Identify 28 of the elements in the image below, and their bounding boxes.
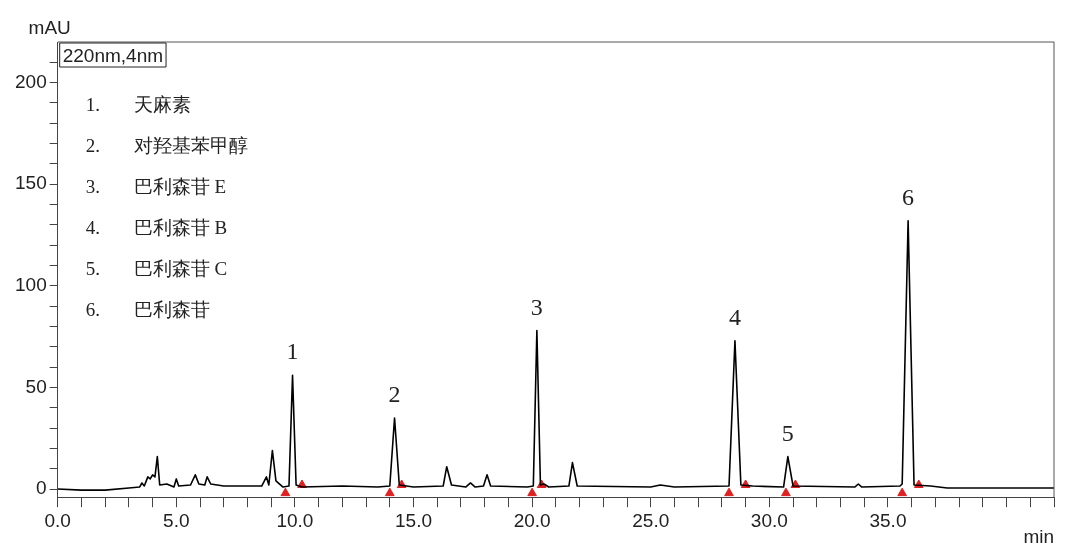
text: 5. 巴利森苷 C [85,258,228,279]
x-tick-label: 30.0 [750,509,788,531]
x-tick-label: 20.0 [513,509,551,531]
x-tick-label: 15.0 [395,509,433,531]
x-tick-label: 25.0 [632,509,670,531]
y-tick-label: 50 [25,375,47,397]
y-axis-title: mAU [28,17,71,38]
y-tick-label: 100 [15,274,47,296]
y-tick-label: 150 [15,172,47,194]
annotation: 5 [781,419,794,446]
annotation: 3 [530,293,543,320]
text: 2. 对羟基苯甲醇 [85,135,248,156]
annotation: 4 [728,303,741,330]
annotation: 220nm,4nm [62,45,164,66]
x-tick-label: 10.0 [276,509,314,531]
annotation: 2 [388,380,401,407]
text: 1. 天麻素 [85,94,191,115]
x-tick-label: 0.0 [44,509,71,531]
text: 3. 巴利森苷 E [85,176,227,197]
x-tick-label: 35.0 [869,509,907,531]
text: 6. 巴利森苷 [85,299,210,320]
text: 4. 巴利森苷 B [85,217,228,238]
x-axis-title: min [1023,526,1054,548]
x-tick-label: 5.0 [163,509,190,531]
y-tick-label: 0 [36,477,47,499]
annotation: 6 [902,183,915,210]
annotation: 1 [286,338,299,365]
y-tick-label: 200 [15,70,47,92]
